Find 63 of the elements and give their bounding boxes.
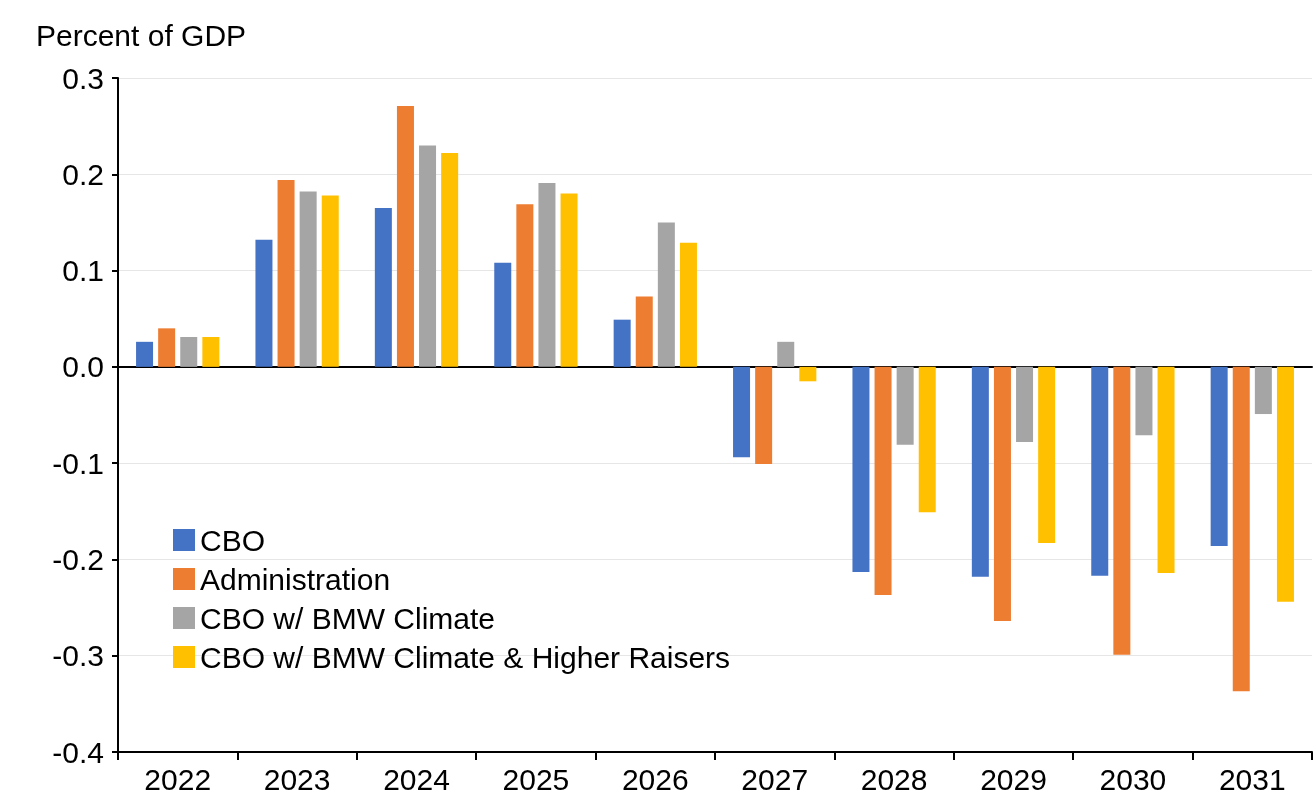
bar [635, 296, 653, 367]
legend-label: CBO w/ BMW Climate [200, 601, 496, 635]
bar [918, 366, 936, 513]
bar [1232, 366, 1250, 692]
x-tick-label: 2025 [502, 762, 570, 796]
bar [180, 337, 198, 367]
y-tick-label: -0.1 [52, 446, 104, 480]
bar [277, 180, 295, 367]
bar [419, 145, 437, 367]
bar [679, 242, 697, 367]
bar [299, 191, 317, 367]
bar [657, 222, 675, 367]
bar [560, 193, 578, 367]
legend-label: Administration [200, 562, 391, 596]
bar [494, 262, 512, 367]
bar [799, 366, 817, 382]
y-tick-label: 0.1 [62, 254, 104, 288]
bar [374, 207, 392, 367]
bar [993, 366, 1011, 622]
x-tick-label: 2022 [144, 762, 212, 796]
bar [852, 366, 870, 572]
x-tick-label: 2026 [621, 762, 689, 796]
bar [1016, 366, 1034, 442]
bar [1135, 366, 1153, 436]
x-tick-label: 2024 [383, 762, 450, 796]
y-tick-label: 0.0 [62, 350, 104, 384]
bar [441, 153, 459, 367]
x-tick-label: 2030 [1099, 762, 1167, 796]
y-tick-label: -0.4 [52, 735, 104, 769]
y-tick-label: 0.2 [62, 157, 104, 191]
bar [1091, 366, 1109, 576]
bar [1038, 366, 1056, 544]
x-tick-label: 2023 [263, 762, 331, 796]
bar [1210, 366, 1228, 546]
bar [1254, 366, 1272, 415]
bar [255, 239, 273, 367]
x-tick-label: 2031 [1218, 762, 1286, 796]
y-tick-label: -0.3 [52, 639, 104, 673]
bar [733, 366, 751, 458]
bar [971, 366, 989, 577]
bar [136, 341, 154, 367]
bar [396, 105, 414, 367]
bar [321, 195, 339, 367]
bar [1157, 366, 1175, 573]
bar [158, 328, 176, 367]
legend-label: CBO w/ BMW Climate & Higher Raisers [200, 640, 731, 674]
bar [538, 182, 556, 367]
x-tick-label: 2027 [741, 762, 809, 796]
y-tick-label: 0.3 [62, 61, 104, 95]
x-tick-label: 2028 [860, 762, 928, 796]
bar [613, 319, 631, 367]
bar [777, 341, 795, 367]
bar [1113, 366, 1131, 655]
bar [1276, 366, 1294, 602]
y-axis-title: Percent of GDP [36, 18, 247, 52]
bar [896, 366, 914, 445]
y-tick-label: -0.2 [52, 542, 104, 576]
bar [874, 366, 892, 596]
bar [755, 366, 773, 465]
x-tick-label: 2029 [980, 762, 1047, 796]
legend-label: CBO [200, 523, 266, 557]
bar [516, 204, 534, 367]
bar [202, 337, 220, 367]
